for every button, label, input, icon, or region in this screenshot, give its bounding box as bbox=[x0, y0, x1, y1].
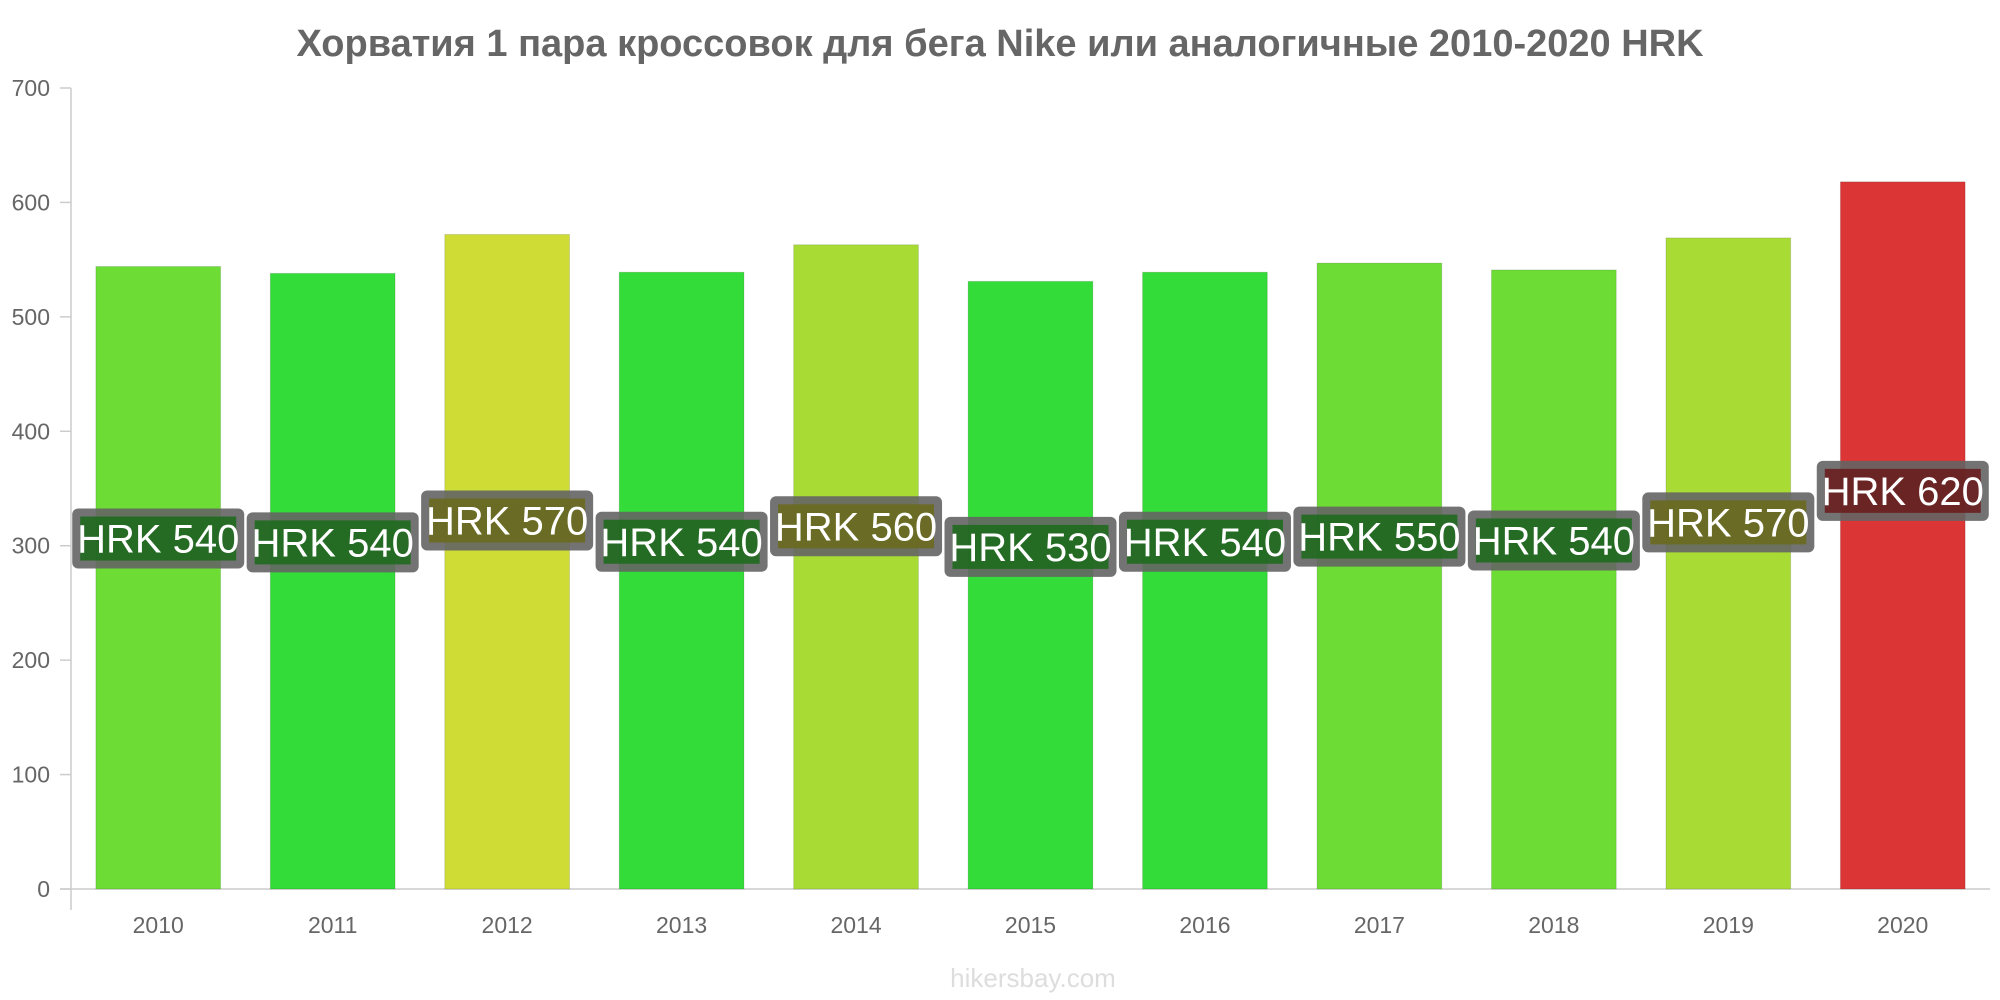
x-ticks: 2010 2011 2012 2013 2014 2015 2016 2017 2018 2019… bbox=[133, 912, 1929, 938]
x-tick-label: 2016 bbox=[1179, 912, 1230, 938]
value-label-2019: HRK 570 bbox=[1647, 501, 1809, 545]
x-tick-label: 2010 bbox=[133, 912, 184, 938]
bars bbox=[95, 181, 1966, 890]
bar-2013 bbox=[618, 271, 745, 890]
value-label-inner bbox=[1475, 518, 1632, 563]
value-label-2014: HRK 560 bbox=[775, 505, 937, 549]
y-ticks: 0 100 200 300 400 500 600 700 bbox=[12, 75, 71, 902]
x-tick-label: 2013 bbox=[656, 912, 707, 938]
y-tick-label: 600 bbox=[12, 189, 50, 215]
value-label-inner bbox=[778, 504, 935, 549]
chart-title: Хорватия 1 пара кроссовок для бега Nike … bbox=[296, 23, 1704, 65]
x-tick-label: 2014 bbox=[830, 912, 881, 938]
y-tick-label: 700 bbox=[12, 75, 50, 101]
value-label-inner bbox=[1301, 514, 1458, 559]
value-label-2013: HRK 540 bbox=[600, 521, 762, 565]
value-label-inner bbox=[603, 519, 760, 564]
bar-2014 bbox=[793, 244, 919, 890]
site-credit: hikersbay.com bbox=[950, 963, 1116, 993]
y-tick-label: 300 bbox=[12, 533, 50, 559]
y-tick-label: 100 bbox=[12, 762, 50, 788]
value-label-inner bbox=[254, 520, 411, 565]
value-label-inner bbox=[952, 524, 1109, 569]
value-label-inner bbox=[429, 498, 586, 543]
x-tick-label: 2020 bbox=[1877, 912, 1928, 938]
y-tick-label: 200 bbox=[12, 647, 50, 673]
value-label-2010: HRK 540 bbox=[77, 518, 239, 562]
y-tick-label: 500 bbox=[12, 304, 50, 330]
bar-2020 bbox=[1839, 181, 1966, 890]
value-label-2012: HRK 570 bbox=[426, 499, 588, 543]
data-labels: HRK 540 HRK 540 HRK 570 HRK 540 HRK 560 HRK 5… bbox=[72, 460, 1989, 577]
value-label-2011: HRK 540 bbox=[252, 521, 414, 565]
bar-2015 bbox=[967, 280, 1094, 890]
bar-2012 bbox=[444, 233, 571, 890]
bar-2017 bbox=[1316, 262, 1443, 890]
value-label-2020: HRK 620 bbox=[1822, 470, 1984, 514]
x-tick-label: 2015 bbox=[1005, 912, 1056, 938]
value-label-inner bbox=[80, 516, 237, 561]
x-tick-label: 2017 bbox=[1354, 912, 1405, 938]
value-label-inner bbox=[1824, 468, 1981, 513]
x-tick-label: 2011 bbox=[308, 912, 357, 938]
bar-2016 bbox=[1142, 271, 1268, 890]
y-tick-label: 0 bbox=[37, 876, 50, 902]
value-label-inner bbox=[1126, 519, 1283, 564]
value-label-2015: HRK 530 bbox=[949, 526, 1111, 570]
x-tick-label: 2012 bbox=[482, 912, 533, 938]
value-label-2016: HRK 540 bbox=[1124, 521, 1286, 565]
x-tick-label: 2018 bbox=[1528, 912, 1579, 938]
bar-2011 bbox=[269, 272, 396, 890]
value-label-2018: HRK 540 bbox=[1473, 519, 1635, 563]
y-tick-label: 400 bbox=[12, 418, 50, 444]
x-tick-label: 2019 bbox=[1703, 912, 1754, 938]
value-label-2017: HRK 550 bbox=[1298, 516, 1460, 560]
bar-2010 bbox=[95, 266, 222, 890]
bar-2019 bbox=[1665, 237, 1792, 890]
bar-2018 bbox=[1490, 269, 1617, 890]
value-label-inner bbox=[1650, 500, 1807, 545]
